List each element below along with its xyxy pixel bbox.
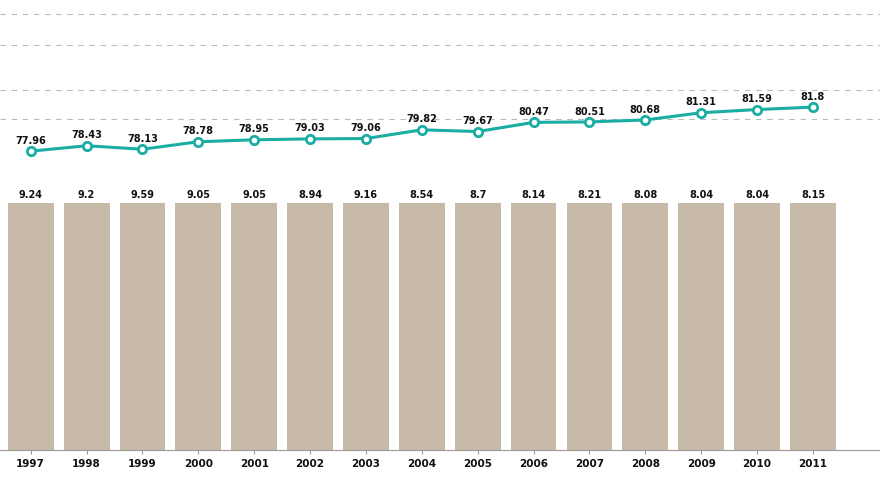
Text: 78.95: 78.95 [238, 124, 269, 135]
Text: 9.16: 9.16 [354, 191, 378, 200]
Bar [567, 203, 612, 450]
Text: 80.47: 80.47 [518, 107, 549, 117]
Bar [790, 203, 836, 450]
Bar [8, 203, 54, 450]
Text: 79.67: 79.67 [462, 116, 493, 126]
Text: 79.03: 79.03 [295, 123, 326, 134]
Text: 8.04: 8.04 [689, 191, 714, 200]
Text: 80.51: 80.51 [574, 106, 605, 116]
Bar [455, 203, 501, 450]
Text: 77.96: 77.96 [15, 136, 46, 146]
Text: 8.94: 8.94 [298, 191, 322, 200]
Text: 78.13: 78.13 [127, 134, 158, 144]
Text: 9.59: 9.59 [130, 191, 155, 200]
Text: 81.59: 81.59 [742, 94, 773, 104]
Text: 78.78: 78.78 [183, 126, 214, 136]
Bar [231, 203, 277, 450]
Text: 8.21: 8.21 [577, 191, 602, 200]
Text: 9.05: 9.05 [242, 191, 267, 200]
Text: 8.14: 8.14 [522, 191, 546, 200]
Bar [734, 203, 780, 450]
Text: 8.04: 8.04 [745, 191, 769, 200]
Text: 9.2: 9.2 [78, 191, 95, 200]
Text: 9.24: 9.24 [18, 191, 43, 200]
Bar [622, 203, 668, 450]
Text: 8.08: 8.08 [634, 191, 657, 200]
Text: 8.15: 8.15 [801, 191, 825, 200]
Bar [287, 203, 333, 450]
Text: 81.8: 81.8 [801, 92, 825, 101]
Text: 78.43: 78.43 [71, 130, 102, 141]
Text: 81.31: 81.31 [686, 98, 716, 107]
Text: 9.05: 9.05 [187, 191, 210, 200]
Text: 79.06: 79.06 [350, 123, 381, 133]
Bar [678, 203, 724, 450]
Text: 8.54: 8.54 [410, 191, 434, 200]
Text: 79.82: 79.82 [407, 114, 437, 124]
Text: 8.7: 8.7 [469, 191, 487, 200]
Text: 80.68: 80.68 [630, 104, 661, 114]
Bar [510, 203, 556, 450]
Bar [399, 203, 444, 450]
Bar [120, 203, 165, 450]
Bar [343, 203, 389, 450]
Bar [63, 203, 109, 450]
Bar [175, 203, 221, 450]
